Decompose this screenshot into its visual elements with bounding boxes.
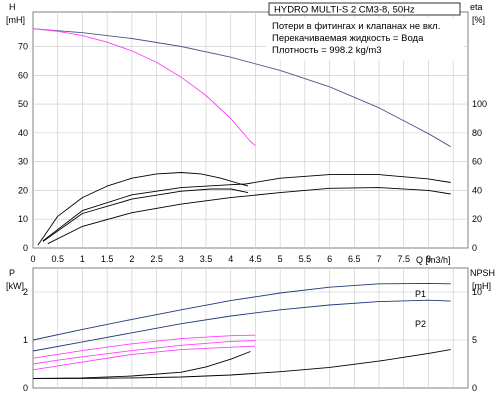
y-right-tick-label: 100	[472, 99, 487, 109]
x-tick-label: 3.5	[200, 254, 213, 264]
y-left-tick-label: 1	[23, 335, 28, 345]
y-right-tick-label: 80	[472, 128, 482, 138]
x-tick-label: 6.5	[348, 254, 361, 264]
y-left-tick-label: 0	[23, 243, 28, 253]
eta-axis-label: eta	[470, 2, 483, 12]
upper-plot-frame	[32, 11, 469, 249]
y-left-tick-label: 2	[23, 287, 28, 297]
lower-curve-3	[32, 340, 256, 365]
performance-curve-5	[47, 187, 451, 245]
y-right-tick-label: 0	[472, 383, 477, 393]
x-tick-label: 1	[80, 254, 85, 264]
curve-p1	[32, 282, 451, 341]
y-left-tick-label: 30	[18, 157, 28, 167]
x-tick-label: 1.5	[101, 254, 114, 264]
lower-curve-2	[32, 334, 256, 359]
x-tick-label: 2	[129, 254, 134, 264]
performance-curve-1	[32, 28, 256, 146]
note-fittings: Потери в фитингах и клапанах не вкл.	[272, 21, 440, 32]
x-tick-label: 3	[179, 254, 184, 264]
notes-backdrop	[266, 18, 464, 60]
x-tick-label: 0.5	[51, 254, 64, 264]
lower-curve-6	[33, 349, 451, 379]
note-density: Плотность = 998.2 kg/m3	[272, 45, 382, 56]
curve-p2	[32, 299, 451, 352]
eta-axis-unit: [%]	[472, 15, 485, 25]
x-tick-label: 5.5	[299, 254, 312, 264]
y-right-tick-label: 20	[472, 214, 482, 224]
performance-curve-4	[42, 188, 249, 242]
head-axis-label: H	[9, 2, 16, 12]
x-tick-label: 7.5	[397, 254, 410, 264]
y-right-tick-label: 40	[472, 185, 482, 195]
npsh-axis-label: NPSH	[470, 268, 495, 278]
performance-curve-3	[42, 174, 451, 242]
upper-tick-labels: 0 10 20 30 40 50 60 70 0 20 40 60 80 100 0 0.5 1 1.5 2 2.5 3…	[18, 42, 487, 264]
power-axis-label: P	[9, 268, 15, 278]
x-tick-label: 2.5	[150, 254, 163, 264]
y-left-tick-label: 0	[23, 383, 28, 393]
series-label-p2: P2	[415, 319, 426, 329]
title-box	[268, 2, 461, 16]
x-tick-label: 7	[377, 254, 382, 264]
head-axis-unit: [mH]	[6, 15, 25, 25]
upper-series	[32, 28, 451, 246]
performance-curve-0	[32, 28, 451, 148]
npsh-axis-unit: [mH]	[472, 281, 491, 291]
x-tick-label: 5	[278, 254, 283, 264]
y-right-tick-label: 5	[472, 335, 477, 345]
lower-tick-labels: 0 1 2 0 5 10	[23, 287, 482, 393]
x-tick-label: 6	[327, 254, 332, 264]
flow-axis-label: Q [m3/h]	[416, 255, 451, 265]
power-axis-unit: [kW]	[6, 281, 24, 291]
note-liquid: Перекачиваемая жидкость = Вода	[272, 33, 424, 44]
y-right-tick-label: 0	[472, 243, 477, 253]
x-tick-label: 0	[30, 254, 35, 264]
x-tick-label: 4	[228, 254, 233, 264]
lower-curve-5	[32, 351, 251, 379]
lower-series	[32, 282, 451, 379]
y-left-tick-label: 50	[18, 99, 28, 109]
y-right-tick-label: 10	[472, 287, 482, 297]
y-left-tick-label: 20	[18, 185, 28, 195]
performance-curve-2	[37, 172, 249, 246]
lower-curve-4	[32, 345, 256, 371]
lower-gridlines	[33, 268, 468, 388]
y-left-tick-label: 40	[18, 128, 28, 138]
y-left-tick-label: 70	[18, 42, 28, 52]
x-tick-label: 4.5	[249, 254, 262, 264]
lower-plot-frame	[32, 267, 469, 389]
x-tick-label: 8	[426, 254, 431, 264]
y-right-tick-label: 60	[472, 157, 482, 167]
series-label-p1: P1	[415, 289, 426, 299]
y-left-tick-label: 10	[18, 214, 28, 224]
y-left-tick-label: 60	[18, 70, 28, 80]
chart-title: HYDRO MULTI-S 2 CM3-8, 50Hz	[274, 5, 415, 16]
